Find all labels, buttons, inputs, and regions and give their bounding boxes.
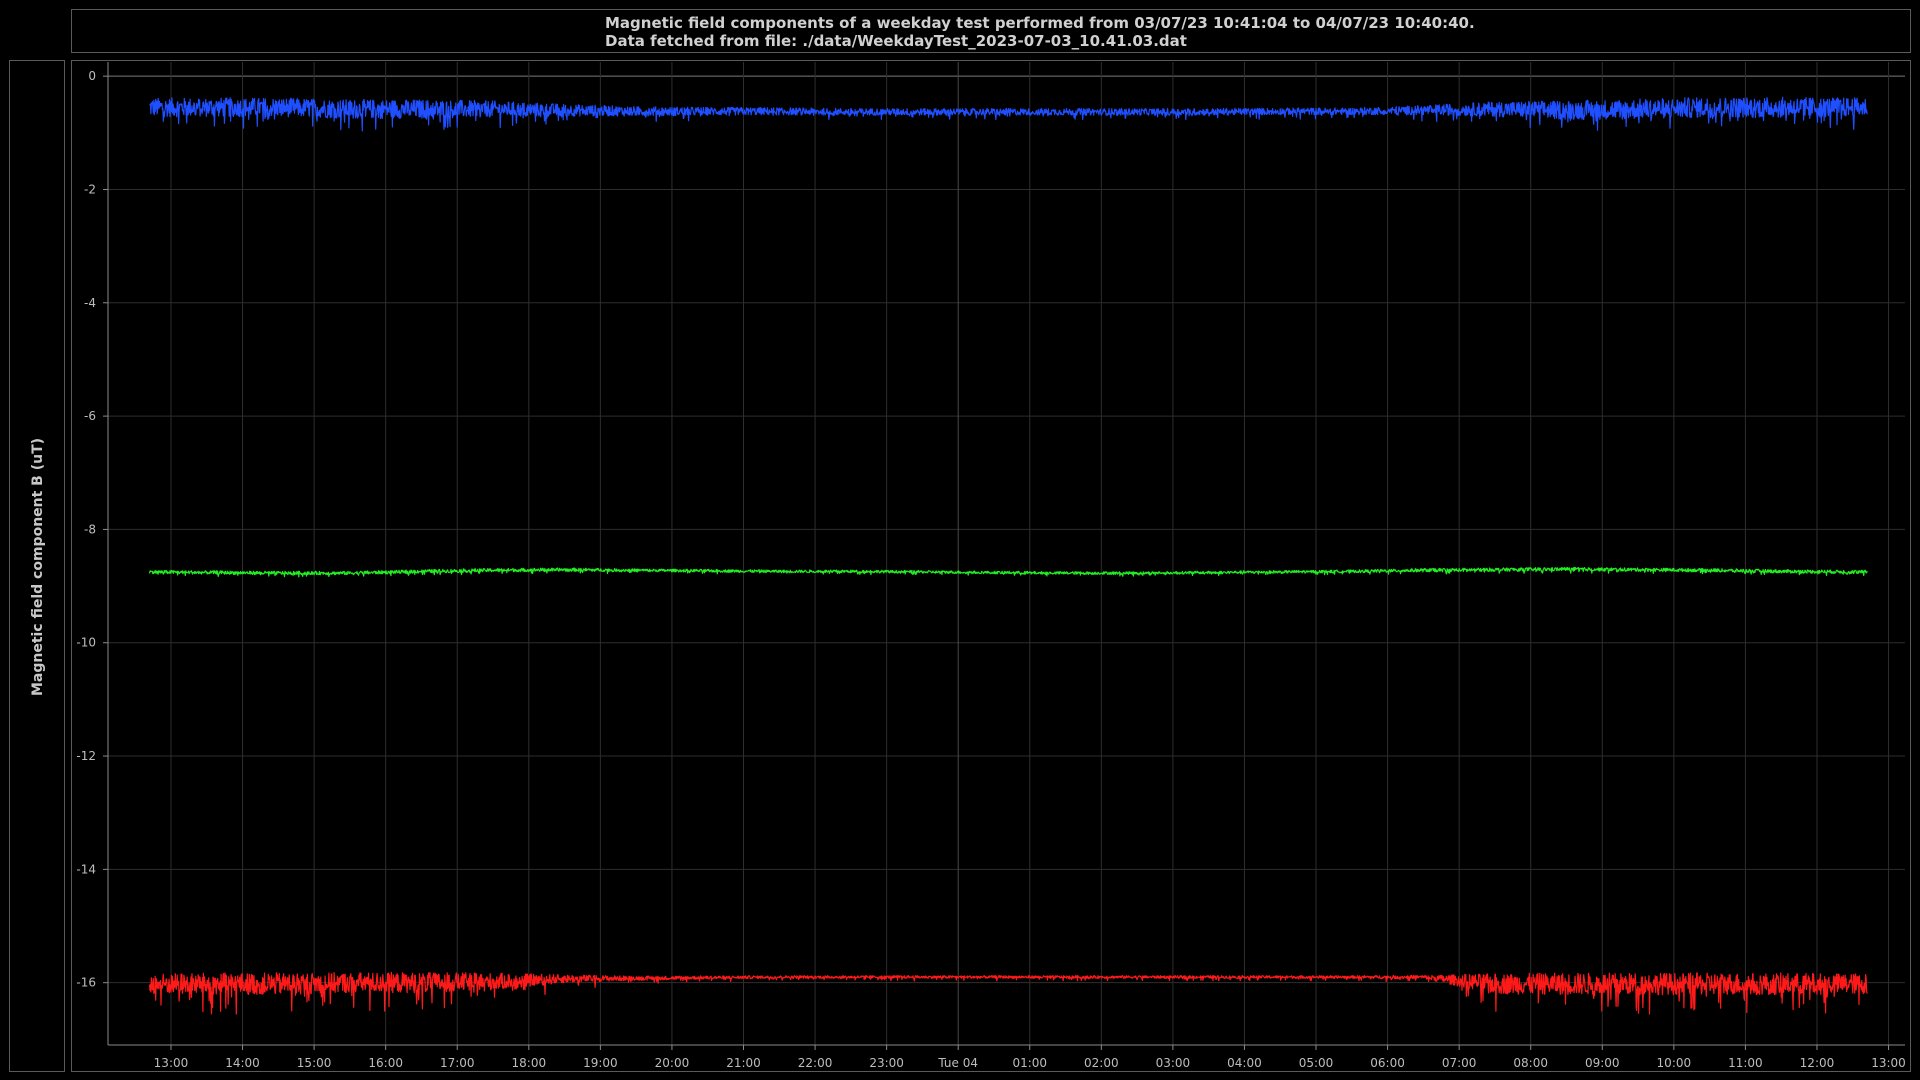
y-tick-label: -8 (84, 522, 96, 536)
x-tick-label: 17:00 (440, 1056, 475, 1070)
y-tick-label: -12 (76, 749, 96, 763)
x-tick-label: 15:00 (297, 1056, 332, 1070)
y-tick-label: -16 (76, 976, 96, 990)
x-tick-label: 13:00 (1871, 1056, 1906, 1070)
x-tick-label: 08:00 (1513, 1056, 1548, 1070)
x-tick-label: 19:00 (583, 1056, 618, 1070)
y-tick-label: -6 (84, 409, 96, 423)
x-tick-label: 05:00 (1299, 1056, 1334, 1070)
series-line-3 (148, 971, 1868, 1015)
y-tick-labels: 0 -2 -4 -6 -8 -10 -12 -14 -16 (76, 69, 96, 990)
x-tick-label: 04:00 (1227, 1056, 1262, 1070)
y-tick-label: -14 (76, 862, 96, 876)
x-tick-label: 09:00 (1585, 1056, 1620, 1070)
series-line-2 (148, 566, 1868, 578)
x-tick-label: 13:00 (154, 1056, 189, 1070)
x-tick-label: 12:00 (1800, 1056, 1835, 1070)
grid-lines (108, 62, 1905, 1045)
x-tick-label: 03:00 (1156, 1056, 1191, 1070)
x-tick-label: 23:00 (869, 1056, 904, 1070)
x-tick-label: 10:00 (1657, 1056, 1692, 1070)
y-tick-label: -4 (84, 296, 96, 310)
x-tick-label: 20:00 (655, 1056, 690, 1070)
series-line-1 (149, 96, 1868, 132)
series-lines (148, 96, 1868, 1015)
x-tick-label: 22:00 (798, 1056, 833, 1070)
x-tick-label: 14:00 (225, 1056, 260, 1070)
x-tick-label: 06:00 (1370, 1056, 1405, 1070)
y-tick-label: -2 (84, 182, 96, 196)
axes (103, 62, 1905, 1050)
x-tick-labels: 13:00 14:00 15:00 16:00 17:00 18:00 19:00 20:00… (154, 1056, 1906, 1070)
x-tick-label: Tue 04 (937, 1056, 978, 1070)
y-tick-label: -10 (76, 636, 96, 650)
chart-title: Magnetic field components of a weekday t… (605, 14, 1475, 32)
plot-area-frame (71, 60, 1911, 1072)
x-tick-label: 01:00 (1012, 1056, 1047, 1070)
x-tick-label: 07:00 (1442, 1056, 1477, 1070)
x-tick-label: 18:00 (512, 1056, 547, 1070)
x-tick-label: 11:00 (1728, 1056, 1763, 1070)
x-tick-label: 16:00 (368, 1056, 403, 1070)
y-axis-label-box: Magnetic field component B (uT) (9, 60, 65, 1072)
x-tick-label: 02:00 (1084, 1056, 1119, 1070)
chart-title-box: Magnetic field components of a weekday t… (71, 9, 1911, 53)
x-tick-label: 21:00 (726, 1056, 761, 1070)
chart-subtitle: Data fetched from file: ./data/WeekdayTe… (605, 32, 1187, 50)
y-tick-label: 0 (88, 69, 96, 83)
